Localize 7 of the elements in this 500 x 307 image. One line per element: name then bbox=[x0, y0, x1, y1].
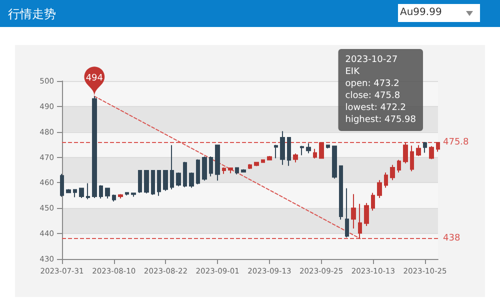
ref-line-label: 475.8 bbox=[443, 138, 470, 148]
dropdown-field: Au99.99 bbox=[398, 4, 480, 22]
annotation: 2023-10-27 EIK open: 473.2 close: 475.8 lowest: 472.2 highest: 475.98 bbox=[345, 55, 416, 125]
annotation: 494 bbox=[86, 73, 104, 84]
ref-line-label: 438 bbox=[443, 234, 460, 244]
chart-title: 行情走势 bbox=[8, 6, 56, 23]
chart-subtitle: Au99.99 bbox=[400, 7, 442, 18]
